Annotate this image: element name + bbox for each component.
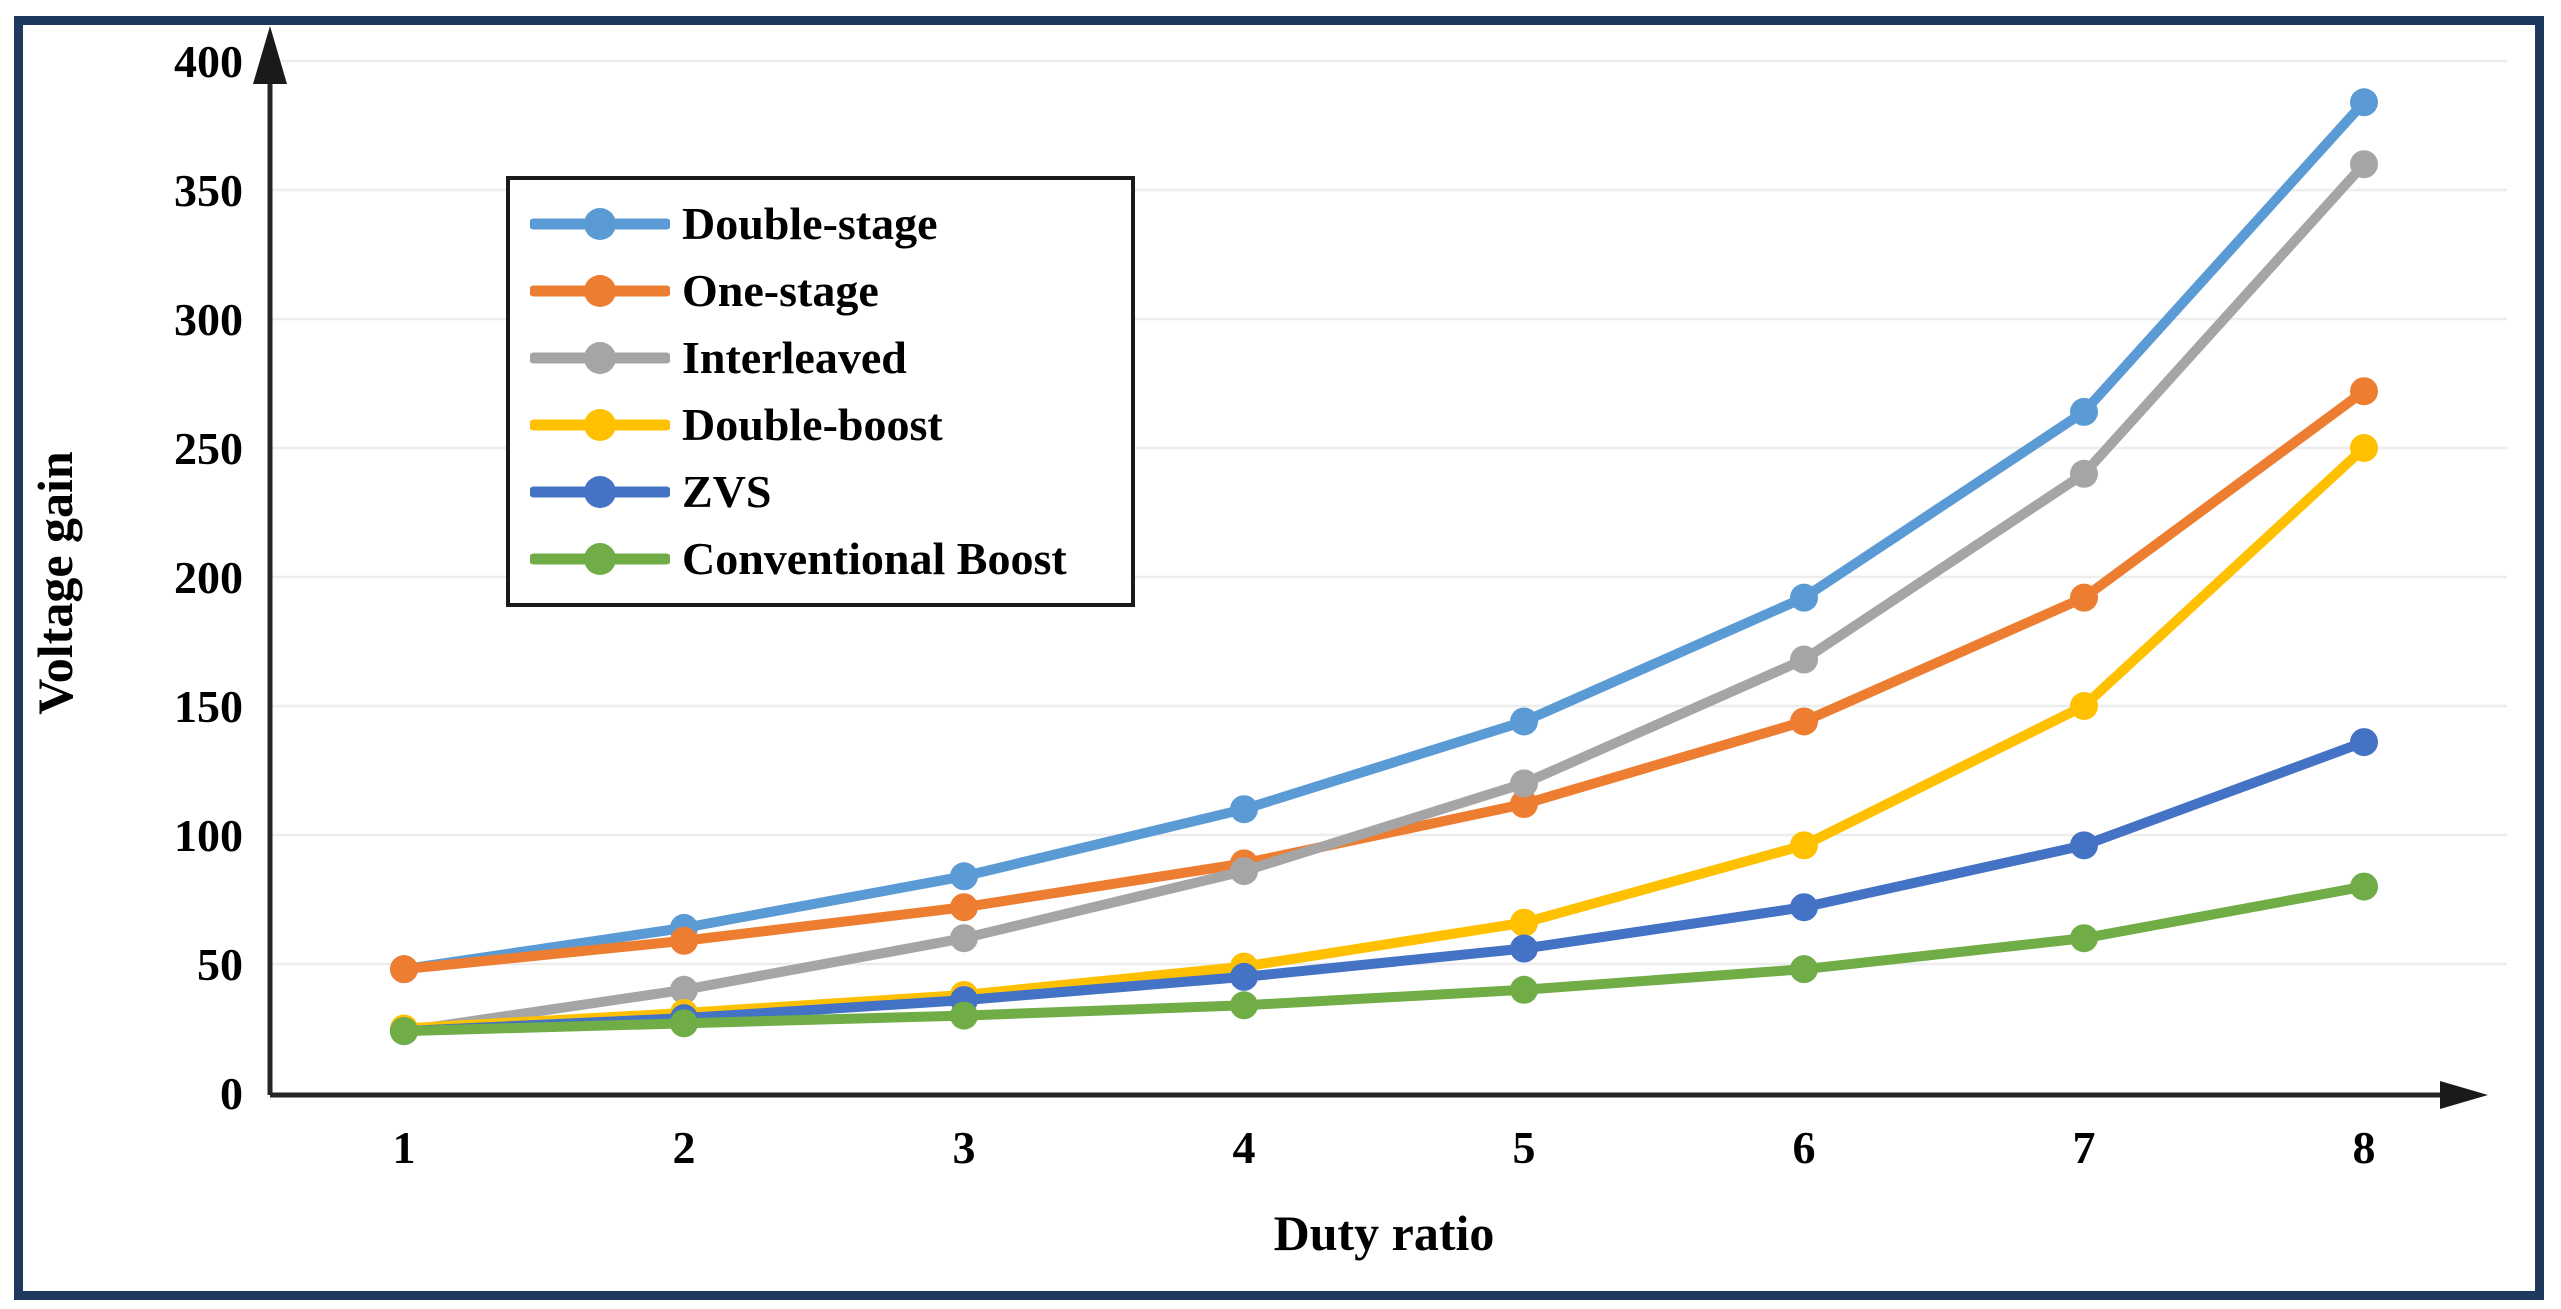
legend-item-one-stage: One-stage <box>530 264 1121 316</box>
series-interleaved <box>390 150 2378 1046</box>
data-point-interleaved <box>2070 459 2098 488</box>
legend-swatch-icon <box>530 409 670 442</box>
x-tick-label: 4 <box>1233 1122 1256 1173</box>
series-line-one-stage <box>399 386 2369 975</box>
legend-label: Interleaved <box>682 331 907 383</box>
x-tick-label: 6 <box>1793 1122 1816 1173</box>
data-point-interleaved <box>2350 150 2378 179</box>
data-point-double-stage <box>2070 397 2098 426</box>
data-point-conventional-boost <box>950 1001 978 1030</box>
x-axis-title: Duty ratio <box>1273 1205 1495 1261</box>
y-tick-label: 350 <box>174 165 243 216</box>
legend-item-double-boost: Double-boost <box>530 402 1121 448</box>
data-point-double-boost <box>1510 908 1538 937</box>
y-tick-label: 250 <box>174 423 243 474</box>
series-line-double-boost <box>399 443 2369 1034</box>
data-point-one-stage <box>2070 583 2098 612</box>
data-point-interleaved <box>1790 645 1818 674</box>
y-tick-label: 300 <box>174 294 243 345</box>
legend-marker <box>584 476 616 509</box>
data-point-conventional-boost <box>670 1009 698 1038</box>
legend-marker <box>584 543 616 576</box>
legend-item-conventional-boost: Conventional Boost <box>530 536 1121 582</box>
legend-marker <box>584 409 616 442</box>
y-axis-tick-labels: 0 50 100 150 200 250 300 350 400 <box>174 36 243 1119</box>
data-point-interleaved <box>950 924 978 953</box>
legend-label: Double-boost <box>682 399 943 451</box>
chart-outer-frame <box>14 16 2544 1300</box>
data-point-conventional-boost <box>2070 924 2098 953</box>
data-point-conventional-boost <box>1790 955 1818 984</box>
legend-label: One-stage <box>682 264 879 316</box>
data-point-conventional-boost <box>1230 991 1258 1020</box>
legend-item-interleaved: Interleaved <box>530 331 1121 383</box>
data-point-double-stage <box>950 862 978 891</box>
data-point-zvs <box>1230 962 1258 991</box>
legend-marker <box>584 207 616 240</box>
data-point-double-stage <box>1230 795 1258 824</box>
data-point-double-stage <box>2350 88 2378 117</box>
series-line-conventional-boost <box>399 881 2369 1037</box>
y-tick-label: 400 <box>174 36 243 87</box>
y-axis-title: Voltage gain <box>27 451 83 715</box>
data-point-conventional-boost <box>390 1017 418 1046</box>
series-layer <box>390 88 2378 1046</box>
y-axis-arrow-icon <box>253 26 287 84</box>
data-point-interleaved <box>670 975 698 1004</box>
y-tick-label: 200 <box>174 552 243 603</box>
data-point-double-boost <box>2070 692 2098 720</box>
series-line-interleaved <box>399 159 2369 1037</box>
data-point-double-boost <box>1790 831 1818 860</box>
series-line-zvs <box>399 737 2369 1037</box>
axes <box>253 26 2488 1109</box>
legend-item-zvs: ZVS <box>530 469 1121 515</box>
legend-swatch-icon <box>530 341 670 374</box>
y-tick-label: 0 <box>220 1068 243 1119</box>
data-point-one-stage <box>390 955 418 984</box>
legend: Double-stage One-stage Interleaved Double-b… <box>506 176 1135 607</box>
x-tick-label: 7 <box>2073 1122 2096 1173</box>
data-point-zvs <box>1790 893 1818 922</box>
data-point-conventional-boost <box>1510 975 1538 1004</box>
data-point-one-stage <box>950 893 978 922</box>
data-point-interleaved <box>1230 857 1258 886</box>
series-line-double-stage <box>399 97 2369 975</box>
data-point-one-stage <box>1790 707 1818 736</box>
x-tick-label: 1 <box>393 1122 416 1173</box>
legend-swatch-icon <box>530 207 670 240</box>
series-one-stage <box>390 377 2378 984</box>
x-tick-label: 3 <box>953 1122 976 1173</box>
y-tick-label: 100 <box>174 810 243 861</box>
x-tick-label: 5 <box>1513 1122 1536 1173</box>
data-point-one-stage <box>2350 377 2378 406</box>
legend-swatch-icon <box>530 476 670 509</box>
y-tick-label: 150 <box>174 681 243 732</box>
data-point-double-stage <box>1790 583 1818 612</box>
data-point-zvs <box>1510 934 1538 963</box>
x-axis-tick-labels: 1 2 3 4 5 6 7 8 <box>393 1122 2376 1173</box>
x-tick-label: 2 <box>673 1122 696 1173</box>
data-point-one-stage <box>1510 790 1538 819</box>
legend-marker <box>584 274 616 307</box>
legend-label: Double-stage <box>682 197 938 249</box>
data-point-zvs <box>2070 831 2098 860</box>
y-tick-label: 50 <box>197 939 243 990</box>
data-point-conventional-boost <box>2350 872 2378 901</box>
legend-label: Conventional Boost <box>682 533 1067 585</box>
legend-item-double-stage: Double-stage <box>530 197 1121 249</box>
x-axis-arrow-icon <box>2440 1081 2488 1109</box>
data-point-one-stage <box>670 926 698 955</box>
series-conventional-boost <box>390 872 2378 1046</box>
legend-marker <box>584 341 616 374</box>
legend-swatch-icon <box>530 543 670 576</box>
data-point-zvs <box>2350 728 2378 757</box>
legend-swatch-icon <box>530 274 670 307</box>
data-point-double-stage <box>1510 707 1538 736</box>
legend-label: ZVS <box>682 466 772 518</box>
data-point-interleaved <box>1510 769 1538 798</box>
x-tick-label: 8 <box>2353 1122 2376 1173</box>
data-point-double-boost <box>2350 434 2378 462</box>
